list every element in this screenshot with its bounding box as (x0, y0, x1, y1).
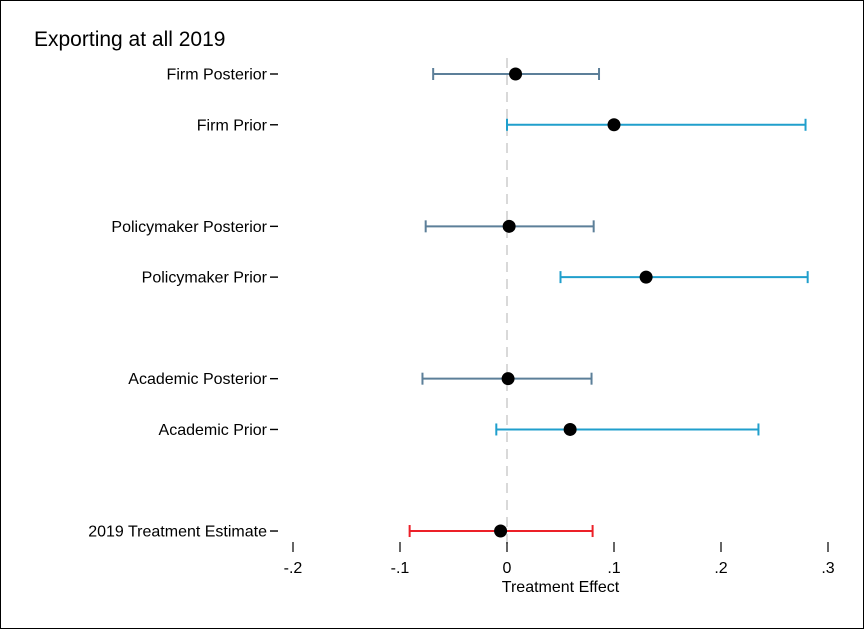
x-axis-title: Treatment Effect (502, 579, 620, 596)
x-tick-label: 0 (503, 560, 512, 577)
row-label: Policymaker Posterior (111, 219, 267, 236)
estimate-marker (502, 219, 516, 233)
row-label: Firm Posterior (167, 67, 268, 84)
x-tick-label: -.1 (391, 560, 410, 577)
x-tick-label: .1 (607, 560, 620, 577)
estimate-marker (563, 422, 577, 436)
row-label: Policymaker Prior (142, 270, 268, 287)
x-tick-label: -.2 (284, 560, 303, 577)
estimate-marker (639, 270, 653, 284)
row-label: Academic Prior (159, 422, 268, 439)
chart-title: Exporting at all 2019 (34, 28, 226, 51)
row-label: Firm Prior (197, 117, 268, 134)
estimate-marker (494, 524, 508, 538)
x-tick-label: .3 (821, 560, 834, 577)
x-tick-label: .2 (714, 560, 727, 577)
estimate-marker (509, 67, 523, 81)
row-label: Academic Posterior (128, 371, 267, 388)
estimate-marker (501, 372, 515, 386)
row-label: 2019 Treatment Estimate (88, 524, 267, 541)
estimate-marker (607, 118, 621, 132)
